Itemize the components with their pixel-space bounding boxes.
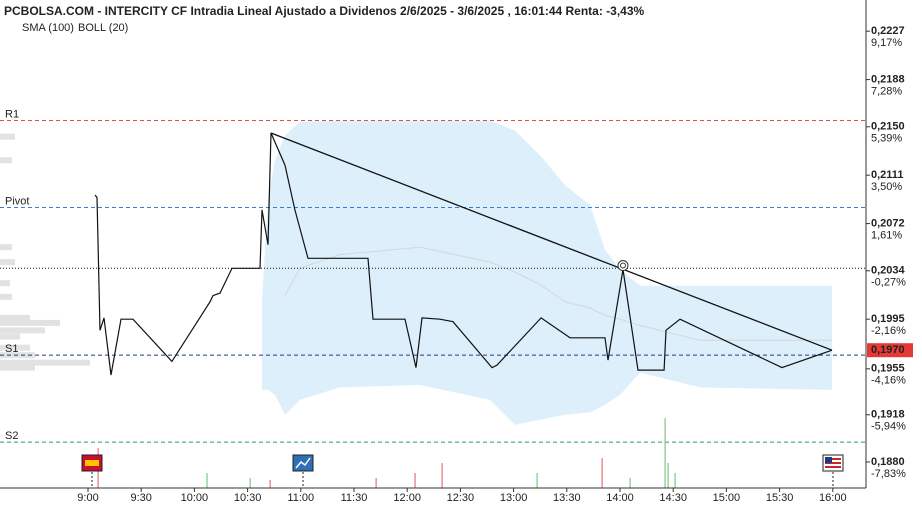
- x-tick-label: 9:00: [77, 492, 98, 504]
- y-tick-label: 0,2034: [871, 265, 906, 277]
- x-tick-label: 16:00: [819, 492, 847, 504]
- price-line: [94, 132, 833, 376]
- volume-profile-bar: [0, 327, 45, 334]
- legend-entry: BOLL (20): [78, 22, 128, 34]
- y-tick-label: 0,1955: [871, 363, 905, 375]
- bollinger-band: [262, 120, 832, 425]
- volume-profile-bar: [0, 359, 90, 366]
- chart-title: PCBOLSA.COM - INTERCITY CF Intradia Line…: [4, 4, 645, 18]
- volume-profile-bar: [0, 133, 15, 140]
- x-tick-label: 15:30: [766, 492, 794, 504]
- volume-bar: [674, 473, 676, 488]
- volume-profile-bar: [0, 244, 12, 251]
- level-label: R1: [5, 108, 19, 120]
- y-tick-change: 1,61%: [871, 229, 902, 241]
- volume-profile-bar: [0, 280, 10, 287]
- volume-bar: [375, 478, 377, 488]
- trend-line: [270, 132, 833, 351]
- flag-stripe: [825, 466, 841, 468]
- level-label: Pivot: [5, 195, 29, 207]
- legend-entry: SMA (100): [22, 22, 74, 34]
- flag-stripe: [825, 462, 841, 464]
- y-tick-label: 0,2227: [871, 25, 905, 37]
- x-tick-label: 14:00: [606, 492, 634, 504]
- volume-bar: [441, 463, 443, 488]
- y-tick-label: 0,2111: [871, 169, 903, 181]
- flag-stripe: [825, 458, 841, 460]
- flag-stripe: [85, 460, 99, 466]
- sma-line: [284, 246, 832, 341]
- volume-profile-bar: [0, 259, 15, 266]
- x-tick-label: 9:30: [130, 492, 151, 504]
- y-tick-label: 0,1918: [871, 409, 905, 421]
- volume-bar: [206, 473, 208, 488]
- x-tick-label: 12:00: [393, 492, 421, 504]
- x-tick-label: 14:30: [659, 492, 687, 504]
- volume-bar: [664, 418, 666, 488]
- last-price-tag: [867, 343, 913, 358]
- volume-bar: [414, 473, 416, 488]
- event-markers: [81, 454, 844, 488]
- x-tick-label: 15:00: [713, 492, 741, 504]
- y-tick-label: 0,2150: [871, 121, 905, 133]
- x-tick-label: 12:30: [447, 492, 475, 504]
- plot: SMA (100) BOLL (20) R1 Pivot S1 S2 9:00 9:30 10:…: [0, 0, 913, 504]
- x-tick-label: 10:00: [181, 492, 209, 504]
- y-tick-change: 3,50%: [871, 181, 902, 193]
- y-tick-label: 0,1880: [871, 456, 905, 468]
- x-tick-label: 13:00: [500, 492, 528, 504]
- volume-profile-bar: [0, 364, 35, 371]
- level-label: S1: [5, 343, 18, 355]
- volume-bar: [536, 473, 538, 488]
- x-tick-label: 11:30: [341, 492, 368, 504]
- volume-bar: [601, 458, 603, 488]
- volume-bar: [667, 463, 669, 488]
- volume-profile-bar: [0, 314, 30, 321]
- y-tick-change: 7,28%: [871, 85, 902, 97]
- event-glyph: [295, 457, 311, 469]
- flag-canton: [825, 457, 832, 463]
- level-label: S2: [5, 430, 18, 442]
- x-tick-label: 10:30: [234, 492, 262, 504]
- volume-profile-bar: [0, 157, 12, 164]
- x-tick-label: 11:00: [287, 492, 314, 504]
- volume-profile-bar: [0, 293, 12, 300]
- last-price-label: 0,1970: [871, 344, 905, 356]
- volume-profile-bar: [0, 319, 60, 326]
- y-tick-change: -2,16%: [871, 325, 906, 337]
- volume-bar: [269, 480, 271, 488]
- alert-icon: [617, 260, 629, 272]
- volume-profile-bar: [0, 344, 30, 351]
- y-tick-change: 9,17%: [871, 37, 902, 49]
- y-tick-change: -7,83%: [871, 468, 906, 480]
- y-tick-change: 5,39%: [871, 133, 902, 145]
- y-tick-label: 0,1995: [871, 313, 905, 325]
- y-tick-change: -0,27%: [871, 277, 906, 289]
- volume-profile-bar: [0, 333, 20, 340]
- alert-icon-core: [619, 262, 626, 269]
- y-tick-change: -5,94%: [871, 421, 906, 433]
- volume-bar: [629, 478, 631, 488]
- y-tick-change: -4,16%: [871, 375, 906, 387]
- x-tick-label: 13:30: [553, 492, 581, 504]
- volume-bar: [249, 478, 251, 488]
- y-tick-label: 0,2072: [871, 217, 905, 229]
- y-tick-label: 0,2188: [871, 73, 905, 85]
